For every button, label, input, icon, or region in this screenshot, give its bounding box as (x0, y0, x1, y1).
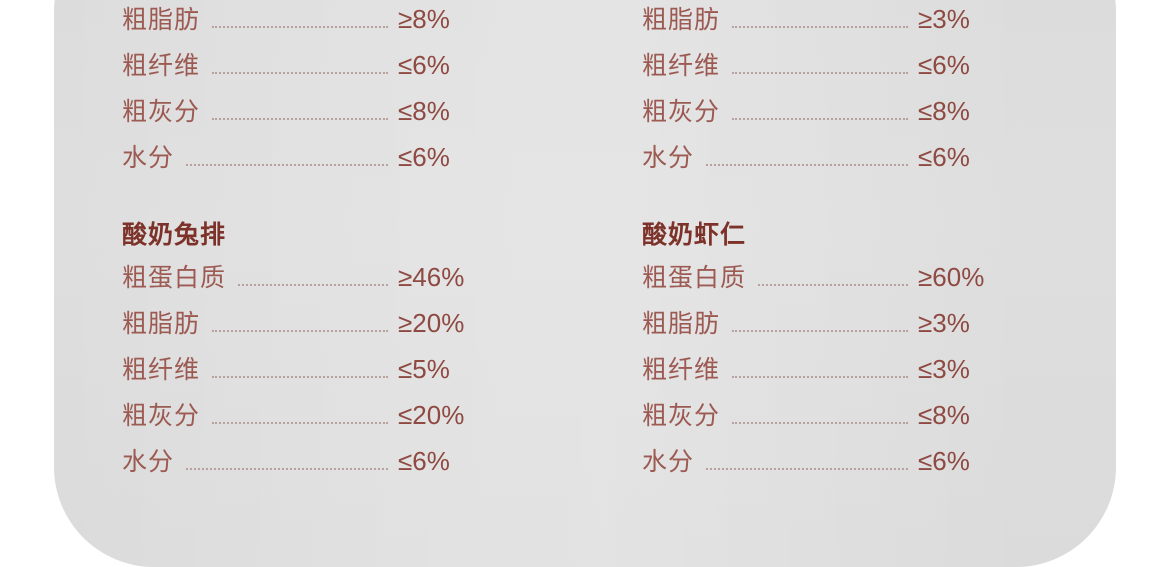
spec-row: 粗蛋白质 ≥60% (642, 258, 1014, 304)
spec-value: ≤6% (918, 446, 970, 476)
group-title: 酸奶虾仁 (642, 221, 747, 249)
spec-value: ≤5% (398, 354, 450, 384)
spec-label: 粗脂肪 (642, 6, 721, 34)
spec-row: 粗纤维 ≤6% (642, 46, 1014, 92)
spec-row: 粗脂肪 ≥20% (122, 304, 494, 350)
spec-label: 粗纤维 (122, 356, 201, 384)
nutrition-group-continued-right: 粗脂肪 ≥3% 粗纤维 ≤6% 粗灰分 ≤8% 水分 ≤6% (642, 0, 1162, 184)
spec-label: 粗脂肪 (642, 310, 721, 338)
dotted-leader (212, 329, 388, 332)
spec-row: 粗纤维 ≤5% (122, 350, 494, 396)
dotted-leader (732, 329, 908, 332)
dotted-leader (706, 163, 908, 166)
spec-row: 粗蛋白质 ≥46% (122, 258, 494, 304)
dotted-leader (212, 117, 388, 120)
dotted-leader (706, 467, 908, 470)
spec-label: 粗脂肪 (122, 6, 201, 34)
spec-row: 粗纤维 ≤3% (642, 350, 1014, 396)
spec-label: 粗脂肪 (122, 310, 201, 338)
spec-value: ≤6% (398, 50, 450, 80)
spec-row: 水分 ≤6% (122, 138, 494, 184)
spec-label: 粗灰分 (642, 402, 721, 430)
spec-label: 粗灰分 (642, 98, 721, 126)
section-gap (122, 184, 642, 210)
spec-row: 水分 ≤6% (642, 442, 1014, 488)
spec-value: ≤8% (918, 400, 970, 430)
spec-value: ≥20% (398, 308, 465, 338)
spec-row: 粗脂肪 ≥3% (642, 0, 1014, 46)
spec-value: ≤8% (918, 96, 970, 126)
dotted-leader (212, 25, 388, 28)
left-column: 粗脂肪 ≥8% 粗纤维 ≤6% 粗灰分 ≤8% 水分 ≤6% (122, 0, 642, 500)
spec-row: 水分 ≤6% (642, 138, 1014, 184)
dotted-leader (238, 283, 388, 286)
spec-value: ≤20% (398, 400, 465, 430)
spec-value: ≥3% (918, 4, 970, 34)
spec-value: ≥60% (918, 262, 985, 292)
spec-label: 水分 (642, 448, 695, 476)
spec-row: 水分 ≤6% (122, 442, 494, 488)
dotted-leader (212, 71, 388, 74)
spec-row: 粗纤维 ≤6% (122, 46, 494, 92)
spec-value: ≤3% (918, 354, 970, 384)
spec-label: 水分 (122, 144, 175, 172)
spec-label: 水分 (642, 144, 695, 172)
dotted-leader (732, 25, 908, 28)
spec-value: ≥8% (398, 4, 450, 34)
spec-label: 粗蛋白质 (122, 264, 227, 292)
spec-label: 粗纤维 (122, 52, 201, 80)
spec-label: 粗蛋白质 (642, 264, 747, 292)
group-title: 酸奶兔排 (122, 221, 227, 249)
dotted-leader (212, 375, 388, 378)
nutrition-group-yogurt-shrimp: 酸奶虾仁 粗蛋白质 ≥60% 粗脂肪 ≥3% 粗纤维 ≤3% 粗灰分 (642, 210, 1162, 488)
spec-row: 粗灰分 ≤20% (122, 396, 494, 442)
spec-value: ≤6% (918, 142, 970, 172)
spec-label: 粗灰分 (122, 402, 201, 430)
right-column: 粗脂肪 ≥3% 粗纤维 ≤6% 粗灰分 ≤8% 水分 ≤6% (642, 0, 1162, 500)
spec-value: ≤6% (398, 142, 450, 172)
dotted-leader (758, 283, 908, 286)
spec-row: 粗灰分 ≤8% (122, 92, 494, 138)
dotted-leader (732, 71, 908, 74)
nutrition-group-continued-left: 粗脂肪 ≥8% 粗纤维 ≤6% 粗灰分 ≤8% 水分 ≤6% (122, 0, 642, 184)
spec-row: 粗脂肪 ≥8% (122, 0, 494, 46)
spec-label: 粗纤维 (642, 52, 721, 80)
spec-label: 粗灰分 (122, 98, 201, 126)
spec-value: ≤6% (918, 50, 970, 80)
spec-value: ≤8% (398, 96, 450, 126)
dotted-leader (732, 421, 908, 424)
spec-label: 粗纤维 (642, 356, 721, 384)
spec-value: ≤6% (398, 446, 450, 476)
dotted-leader (732, 117, 908, 120)
spec-columns: 粗脂肪 ≥8% 粗纤维 ≤6% 粗灰分 ≤8% 水分 ≤6% (122, 0, 1162, 500)
spec-value: ≥3% (918, 308, 970, 338)
dotted-leader (186, 163, 388, 166)
spec-value: ≥46% (398, 262, 465, 292)
spec-label: 水分 (122, 448, 175, 476)
dotted-leader (212, 421, 388, 424)
nutrition-group-yogurt-rabbit-ribs: 酸奶兔排 粗蛋白质 ≥46% 粗脂肪 ≥20% 粗纤维 ≤5% 粗灰 (122, 210, 642, 488)
spec-row: 粗脂肪 ≥3% (642, 304, 1014, 350)
dotted-leader (732, 375, 908, 378)
section-gap (642, 184, 1162, 210)
spec-row: 粗灰分 ≤8% (642, 92, 1014, 138)
spec-card-panel (54, 0, 1116, 567)
dotted-leader (186, 467, 388, 470)
spec-row: 粗灰分 ≤8% (642, 396, 1014, 442)
